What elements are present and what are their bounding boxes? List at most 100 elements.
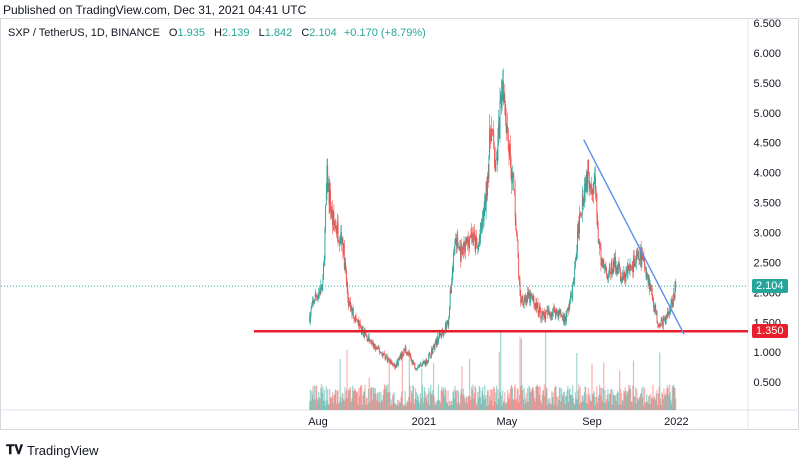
candle-body[interactable] — [532, 295, 534, 300]
candle-body[interactable] — [344, 262, 346, 270]
candle-body[interactable] — [592, 193, 594, 195]
candle-body[interactable] — [438, 332, 440, 340]
candle-body[interactable] — [370, 340, 372, 344]
candle-body[interactable] — [319, 291, 321, 294]
candle-body[interactable] — [354, 319, 356, 322]
candle-body[interactable] — [505, 104, 506, 117]
candle-body[interactable] — [644, 261, 646, 269]
candle-body[interactable] — [487, 175, 488, 196]
candle-body[interactable] — [442, 331, 444, 335]
candle-body[interactable] — [404, 349, 405, 351]
candle-body[interactable] — [601, 259, 603, 266]
candle-body[interactable] — [315, 294, 317, 297]
candle-body[interactable] — [608, 273, 610, 277]
candle-body[interactable] — [479, 237, 481, 242]
candle-body[interactable] — [435, 339, 437, 346]
candle-body[interactable] — [382, 353, 384, 357]
candle-body[interactable] — [372, 343, 374, 348]
candle-body[interactable] — [507, 126, 509, 131]
candle-body[interactable] — [349, 301, 351, 303]
candle-body[interactable] — [428, 354, 430, 361]
candle-body[interactable] — [391, 361, 393, 365]
candle-body[interactable] — [665, 314, 667, 324]
candle-body[interactable] — [424, 361, 426, 365]
candle-body[interactable] — [476, 242, 478, 248]
candle-body[interactable] — [423, 361, 425, 363]
candle-body[interactable] — [563, 314, 565, 323]
candle-body[interactable] — [562, 316, 564, 318]
candle-body[interactable] — [345, 262, 347, 271]
candle-body[interactable] — [633, 255, 635, 267]
candle-body[interactable] — [341, 238, 343, 243]
candle-body[interactable] — [577, 230, 578, 252]
candle-body[interactable] — [644, 268, 646, 270]
candle-body[interactable] — [437, 336, 439, 344]
candle-body[interactable] — [523, 304, 524, 306]
candle-body[interactable] — [567, 307, 569, 311]
candle-body[interactable] — [329, 190, 331, 204]
candle-body[interactable] — [645, 269, 647, 277]
candle-body[interactable] — [531, 296, 533, 297]
candle-body[interactable] — [461, 245, 463, 248]
candle-body[interactable] — [311, 305, 313, 309]
candle-body[interactable] — [664, 319, 666, 321]
candle-body[interactable] — [542, 310, 544, 316]
candle-body[interactable] — [458, 246, 459, 248]
candle-body[interactable] — [343, 243, 345, 270]
candle-body[interactable] — [432, 347, 434, 354]
candle-body[interactable] — [374, 346, 376, 350]
candle-body[interactable] — [422, 361, 424, 364]
candle-body[interactable] — [596, 194, 598, 218]
candle-body[interactable] — [500, 94, 502, 108]
candle-body[interactable] — [500, 94, 502, 102]
candle-body[interactable] — [621, 278, 623, 282]
candle-body[interactable] — [330, 211, 332, 213]
candle-body[interactable] — [574, 259, 576, 267]
candle-body[interactable] — [496, 159, 498, 161]
candle-body[interactable] — [386, 355, 388, 362]
candle-body[interactable] — [537, 302, 539, 313]
candle-body[interactable] — [499, 101, 501, 138]
candle-body[interactable] — [434, 343, 436, 350]
candle-body[interactable] — [671, 299, 673, 306]
candle-body[interactable] — [392, 364, 394, 366]
candle-body[interactable] — [512, 173, 514, 175]
candle-body[interactable] — [545, 310, 547, 312]
candle-body[interactable] — [354, 315, 356, 322]
candle-body[interactable] — [462, 247, 464, 255]
candle-body[interactable] — [392, 364, 394, 366]
candle-body[interactable] — [410, 358, 412, 361]
candle-body[interactable] — [621, 276, 623, 282]
candle-body[interactable] — [464, 241, 466, 253]
candle-body[interactable] — [595, 176, 596, 193]
candle-body[interactable] — [561, 316, 563, 317]
candle-body[interactable] — [365, 334, 367, 336]
candle-body[interactable] — [484, 195, 486, 208]
candle-body[interactable] — [543, 311, 545, 316]
candle-body[interactable] — [622, 276, 624, 279]
candle-body[interactable] — [373, 344, 375, 348]
candle-body[interactable] — [549, 312, 551, 315]
candle-body[interactable] — [633, 255, 634, 273]
candle-body[interactable] — [581, 212, 583, 215]
candle-body[interactable] — [635, 254, 637, 263]
candle-body[interactable] — [323, 263, 324, 280]
candle-body[interactable] — [577, 223, 579, 231]
candle-body[interactable] — [468, 241, 470, 249]
candle-body[interactable] — [346, 282, 348, 288]
candle-body[interactable] — [379, 349, 381, 353]
candle-body[interactable] — [603, 259, 605, 269]
candle-body[interactable] — [431, 349, 432, 357]
candle-body[interactable] — [397, 359, 399, 366]
candle-body[interactable] — [538, 312, 540, 315]
candle-body[interactable] — [606, 267, 607, 274]
candle-body[interactable] — [444, 325, 446, 331]
candle-body[interactable] — [409, 353, 411, 355]
candle-body[interactable] — [590, 185, 592, 188]
candle-body[interactable] — [589, 184, 591, 189]
candle-body[interactable] — [368, 336, 369, 342]
candle-body[interactable] — [381, 353, 383, 357]
candle-body[interactable] — [652, 297, 654, 300]
candle-body[interactable] — [493, 132, 495, 148]
